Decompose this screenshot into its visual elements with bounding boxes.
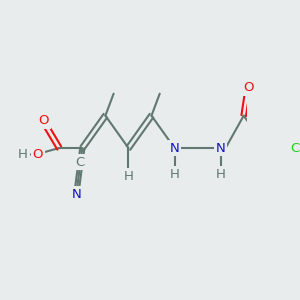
Text: O: O bbox=[33, 148, 43, 160]
Text: O: O bbox=[38, 115, 49, 128]
Text: H: H bbox=[169, 167, 179, 181]
Text: N: N bbox=[72, 188, 81, 200]
Text: H: H bbox=[216, 167, 226, 181]
Text: C: C bbox=[75, 155, 85, 169]
Text: H: H bbox=[18, 148, 28, 161]
Text: N: N bbox=[216, 142, 226, 154]
Text: H: H bbox=[124, 169, 134, 182]
Text: N: N bbox=[170, 142, 179, 154]
Text: Cl: Cl bbox=[290, 142, 300, 154]
Text: O: O bbox=[243, 81, 254, 94]
